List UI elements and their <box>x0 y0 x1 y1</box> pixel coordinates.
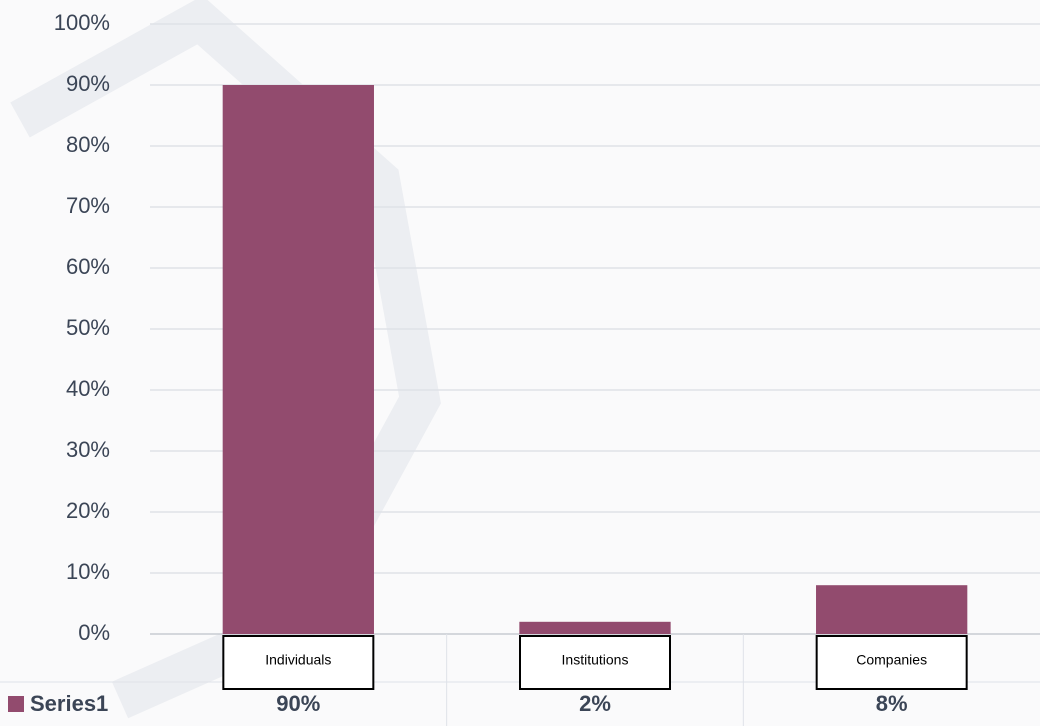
y-tick-label: 100% <box>54 10 110 35</box>
y-tick-label: 0% <box>78 620 110 645</box>
value-label: 2% <box>579 691 611 716</box>
y-tick-label: 20% <box>66 498 110 523</box>
bar <box>519 621 671 634</box>
category-box <box>815 635 968 690</box>
y-tick-label: 50% <box>66 315 110 340</box>
y-tick-label: 80% <box>66 132 110 157</box>
legend-label: Series1 <box>30 691 108 716</box>
value-label: 90% <box>276 691 320 716</box>
value-label: 8% <box>876 691 908 716</box>
y-tick-label: 40% <box>66 376 110 401</box>
y-tick-label: 10% <box>66 559 110 584</box>
x-tick-label: Companies <box>856 652 927 668</box>
bar <box>816 585 968 634</box>
y-tick-label: 90% <box>66 71 110 96</box>
legend-swatch <box>8 696 24 712</box>
y-tick-label: 30% <box>66 437 110 462</box>
y-tick-label: 70% <box>66 193 110 218</box>
x-tick-label: Individuals <box>265 652 331 668</box>
category-box <box>519 635 671 690</box>
bar <box>222 85 374 634</box>
x-tick-label: Institutions <box>562 652 629 668</box>
y-tick-label: 60% <box>66 254 110 279</box>
category-box <box>222 635 375 690</box>
